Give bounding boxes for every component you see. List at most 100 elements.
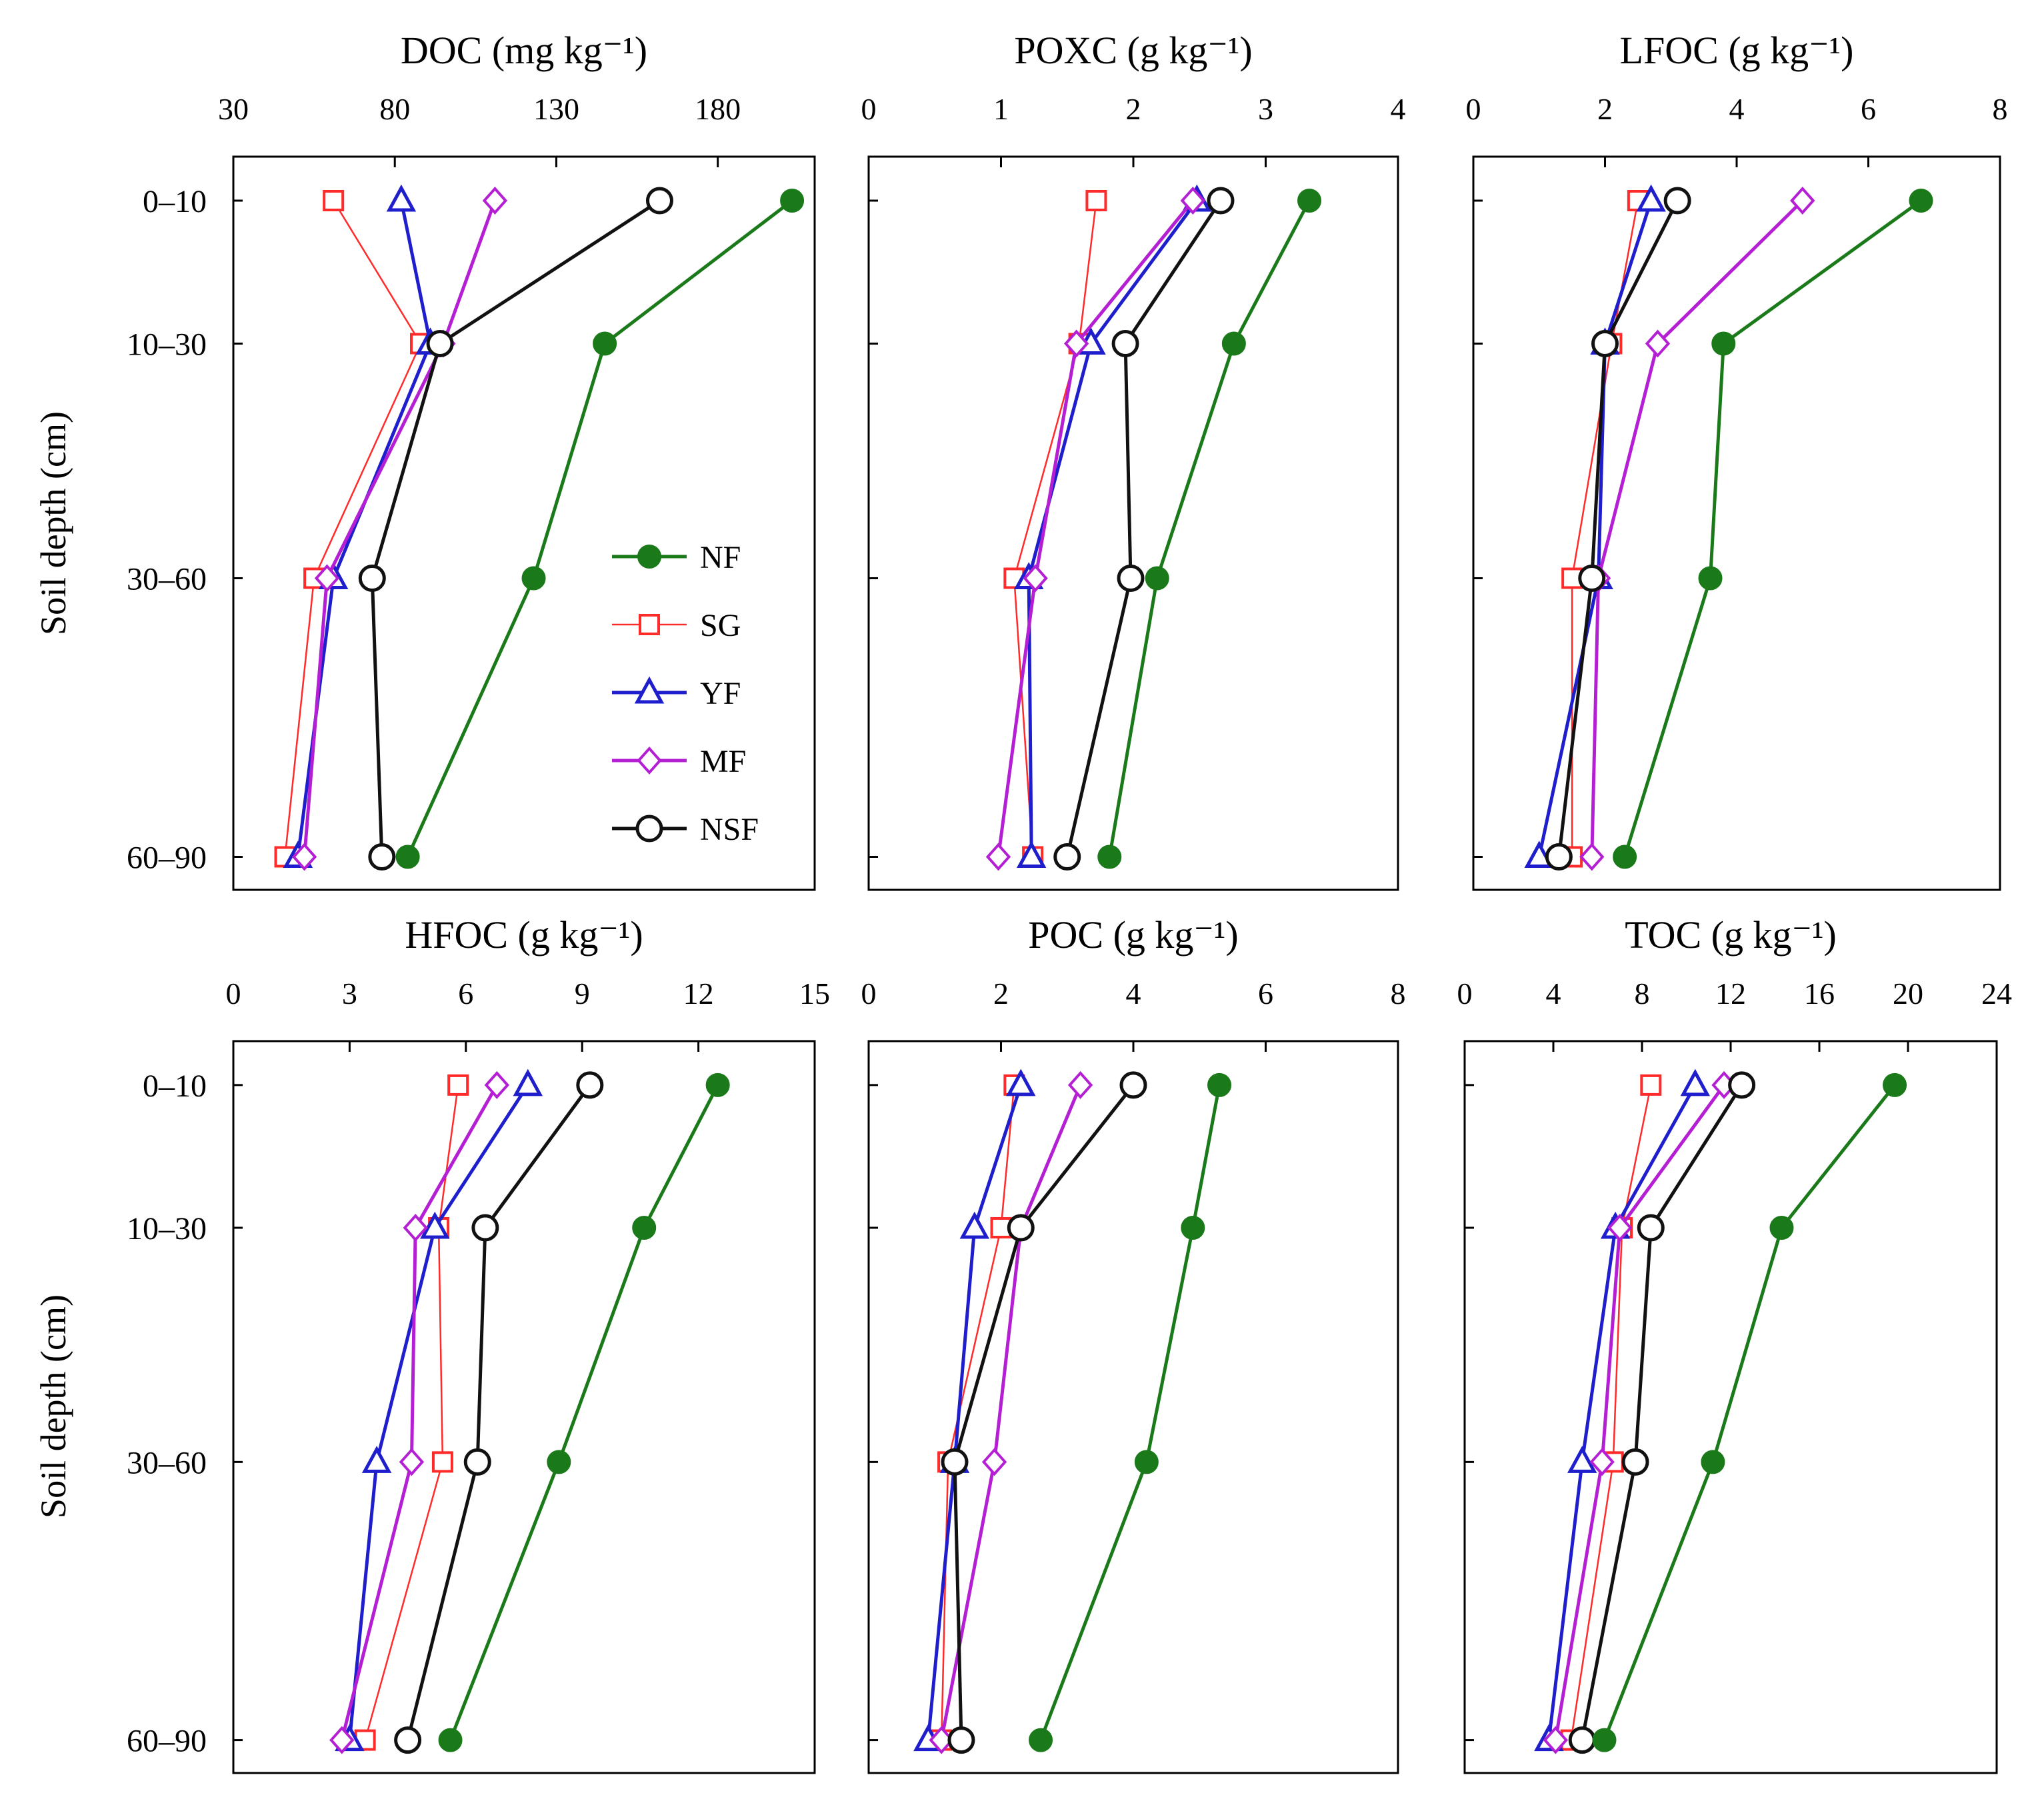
- data-point-nf: [1592, 1728, 1617, 1752]
- plot-frame: [867, 1040, 1399, 1774]
- data-point-mf: [1067, 1070, 1093, 1099]
- depth-label: 60–90: [127, 841, 207, 876]
- data-point-nf: [438, 1728, 463, 1752]
- x-tick-label: 2: [1597, 92, 1613, 126]
- data-point-sg: [323, 190, 345, 211]
- x-tick-label: 0: [226, 976, 241, 1010]
- data-point-mf: [314, 564, 340, 593]
- series-line-sg: [364, 1084, 459, 1740]
- data-point-nsf: [1728, 1071, 1756, 1099]
- panel-toc: TOC (g kg⁻¹) 0 4 8 12 16 20 24: [1457, 913, 2012, 1774]
- data-point-mf: [482, 186, 508, 215]
- data-point-mf: [1543, 1726, 1569, 1754]
- data-point-sg: [431, 1451, 453, 1473]
- legend-label-sg: SG: [700, 608, 741, 643]
- data-point-yf: [386, 184, 417, 212]
- data-point-nf: [1145, 566, 1169, 591]
- series-line-yf: [296, 200, 432, 857]
- data-point-yf: [513, 1068, 543, 1096]
- series-line-yf: [1547, 1084, 1697, 1740]
- x-tick-label: 3: [1258, 92, 1273, 126]
- x-tick-label: 4: [1729, 92, 1745, 126]
- data-point-yf: [420, 1211, 450, 1239]
- panel-title-unit: (g kg⁻¹): [1711, 913, 1837, 956]
- x-tick-label: 30: [218, 92, 249, 126]
- series-line-mf: [303, 200, 497, 857]
- data-point-mf: [291, 843, 317, 871]
- series-line-yf: [347, 1084, 529, 1740]
- legend-marker-nf: [637, 545, 661, 569]
- data-point-mf: [329, 1726, 355, 1754]
- panel-hfoc: HFOC (g kg⁻¹) 0 3 6 9 12 15 0–10 10–30 30–60 60–90: [127, 913, 830, 1774]
- legend-label-yf: YF: [700, 676, 741, 711]
- data-point-nsf: [394, 1726, 422, 1754]
- series-line-nsf: [406, 1084, 591, 1741]
- series-line-nf: [1039, 1084, 1221, 1741]
- data-point-nsf: [1053, 843, 1081, 871]
- data-point-nsf: [941, 1448, 969, 1476]
- panel-title-name: HFOC: [405, 913, 517, 956]
- x-tick-label: 20: [1893, 976, 1923, 1010]
- data-point-mf: [1607, 1213, 1633, 1242]
- data-point-yf: [361, 1446, 392, 1473]
- data-point-mf: [981, 1448, 1007, 1476]
- series-line-nsf: [1580, 1084, 1743, 1741]
- data-point-mf: [1180, 186, 1206, 215]
- data-point-mf: [1589, 1448, 1615, 1476]
- depth-label: 10–30: [127, 1211, 207, 1246]
- depth-label: 30–60: [127, 1445, 207, 1480]
- data-point-nf: [1134, 1450, 1159, 1474]
- series-line-mf: [939, 1084, 1082, 1741]
- y-axis-label: Soil depth (cm): [33, 1294, 73, 1518]
- panel-title-unit: (g kg⁻¹): [1728, 29, 1853, 72]
- x-tick-label: 1: [993, 92, 1009, 126]
- series-line-sg: [284, 200, 422, 857]
- data-point-mf: [1063, 329, 1089, 358]
- panel-title-name: POC: [1028, 913, 1113, 956]
- data-point-yf: [1524, 841, 1554, 868]
- data-point-nsf: [1621, 1448, 1649, 1476]
- data-point-nf: [1221, 331, 1246, 356]
- panel-title: TOC (g kg⁻¹): [1625, 913, 1837, 956]
- panel-doc: DOC (mg kg⁻¹) 30 80 130 180 0–10 10–30 30–60 60–…: [127, 29, 816, 891]
- x-tick-label: 80: [379, 92, 410, 126]
- data-point-nsf: [1111, 330, 1139, 357]
- x-tick-label: 130: [533, 92, 579, 126]
- legend-label-nsf: NSF: [700, 812, 759, 847]
- x-tick-label: 3: [342, 976, 357, 1010]
- data-point-mf: [1645, 329, 1671, 358]
- panel-title: POC (g kg⁻¹): [1028, 913, 1238, 956]
- series-line-nf: [1623, 199, 1922, 858]
- data-point-nf: [1181, 1215, 1205, 1240]
- data-point-nf: [593, 331, 617, 356]
- data-point-nsf: [368, 843, 396, 871]
- x-tick-label: 0: [1466, 92, 1481, 126]
- series-line-mf: [1590, 199, 1804, 857]
- series-line-nf: [406, 199, 793, 858]
- x-tick-label: 6: [458, 976, 473, 1010]
- series-line-nf: [449, 1084, 719, 1741]
- series-line-mf: [997, 199, 1195, 857]
- data-point-nf: [1883, 1072, 1907, 1097]
- series-line-nsf: [1557, 199, 1679, 857]
- data-point-yf: [1006, 1068, 1036, 1096]
- data-point-nsf: [576, 1071, 604, 1099]
- x-tick-label: 4: [1391, 92, 1406, 126]
- x-tick-label: 2: [1126, 92, 1141, 126]
- data-point-mf: [985, 843, 1011, 871]
- data-point-nf: [1698, 566, 1723, 591]
- panel-poc: POC (g kg⁻¹) 0 2 4 6 8: [861, 913, 1406, 1774]
- data-point-sg: [1085, 190, 1107, 211]
- panel-title-name: TOC: [1625, 913, 1711, 956]
- data-point-mf: [1023, 564, 1048, 593]
- x-tick-label: 8: [1635, 976, 1650, 1010]
- plot-frame: [232, 155, 816, 891]
- series-line-sg: [940, 1084, 1015, 1740]
- x-tick-label: 9: [575, 976, 590, 1010]
- panel-title-unit: (mg kg⁻¹): [492, 29, 647, 72]
- data-point-yf: [959, 1211, 990, 1239]
- x-tick-label: 12: [1715, 976, 1746, 1010]
- legend: NF SG YF MF NSF: [612, 540, 759, 847]
- data-point-nf: [780, 189, 805, 213]
- data-point-yf: [1636, 184, 1666, 212]
